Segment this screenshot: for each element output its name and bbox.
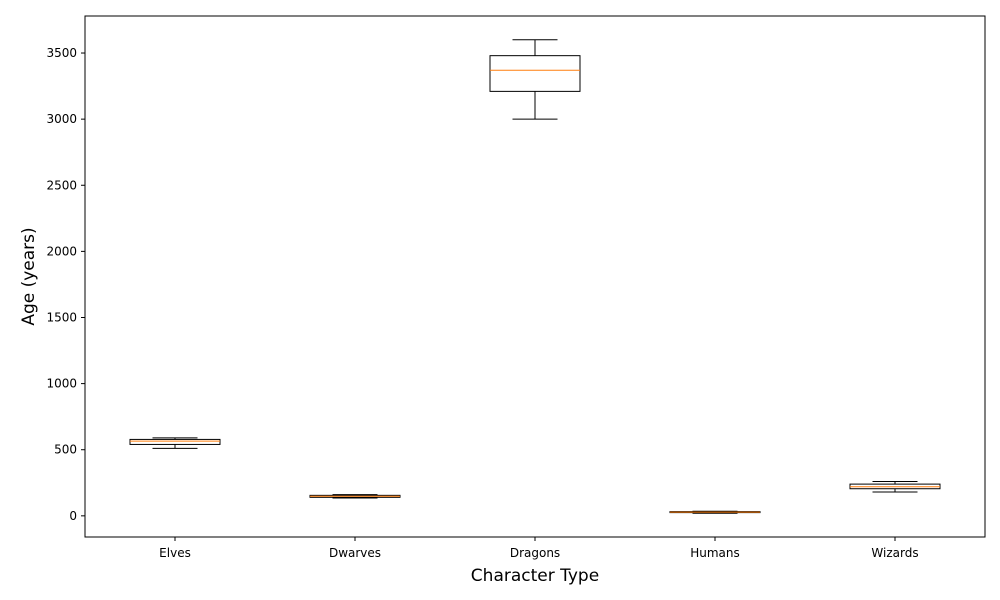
y-axis: 0 500 1000 1500 2000 2500 3000 3500 [46,46,85,523]
y-tick-label: 3000 [46,112,77,126]
y-tick-label: 1500 [46,310,77,324]
box-group-humans [669,510,761,514]
x-axis-label: Character Type [471,566,599,586]
y-tick-label: 2500 [46,178,77,192]
y-tick-label: 0 [69,509,77,523]
x-tick-label: Humans [690,546,740,560]
y-tick-label: 2000 [46,244,77,258]
y-tick-label: 1000 [46,377,77,391]
y-axis-label: Age (years) [19,227,39,325]
box-group-dwarves [309,494,401,499]
box-group-dragons [489,39,581,120]
x-axis: Elves Dwarves Dragons Humans Wizards [159,537,919,560]
x-tick-label: Dwarves [329,546,381,560]
x-tick-label: Elves [159,546,191,560]
x-tick-label: Wizards [871,546,918,560]
box-group-elves [129,437,221,449]
box-group-wizards [849,480,941,493]
y-tick-label: 3500 [46,46,77,60]
plot-marks [129,39,941,514]
iqr-box [129,438,221,445]
y-tick-label: 500 [54,443,77,457]
x-tick-label: Dragons [510,546,560,560]
iqr-box [489,55,581,92]
